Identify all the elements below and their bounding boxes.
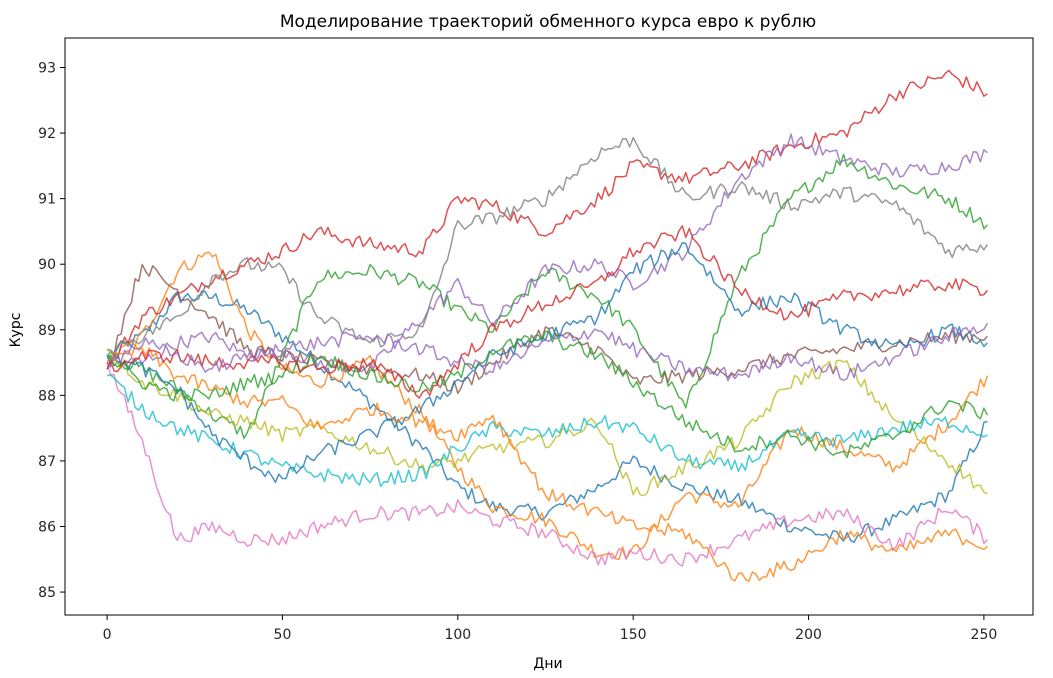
series-line-3 — [107, 153, 988, 440]
series-line-10 — [106, 374, 988, 488]
x-tick-label: 0 — [103, 627, 112, 643]
y-axis-label: Курс — [8, 313, 24, 348]
y-tick-label: 86 — [38, 519, 56, 535]
series-line-14 — [106, 225, 988, 399]
series-line-12 — [106, 344, 988, 582]
axes-layer: 0 50 100 150 200 250 85 86 87 88 89 90 91 92 93 — [38, 37, 1034, 643]
y-tick-label: 93 — [38, 61, 56, 77]
y-tick-label: 92 — [38, 126, 56, 142]
y-tick-label: 85 — [38, 585, 56, 601]
x-tick-label: 100 — [444, 627, 471, 643]
series-line-8 — [106, 136, 989, 355]
series-line-7 — [106, 362, 988, 567]
plot-frame — [64, 37, 1034, 616]
chart-title: Моделирование траекторий обменного курса… — [280, 12, 816, 32]
series-layer — [106, 69, 989, 582]
series-line-13 — [106, 330, 989, 459]
series-line-4 — [106, 69, 988, 370]
x-tick-label: 200 — [795, 627, 822, 643]
y-tick-label: 90 — [38, 257, 56, 273]
series-line-15 — [106, 322, 989, 382]
x-tick-label: 50 — [274, 627, 292, 643]
series-line-11 — [106, 241, 988, 484]
y-tick-label: 88 — [38, 388, 56, 404]
y-tick-label: 91 — [38, 192, 56, 208]
y-tick-label: 89 — [38, 323, 56, 339]
series-line-9 — [106, 348, 988, 497]
series-line-2 — [106, 251, 989, 561]
x-tick-label: 150 — [620, 627, 647, 643]
y-tick-label: 87 — [38, 454, 56, 470]
x-tick-label: 250 — [971, 627, 998, 643]
x-axis-label: Дни — [533, 656, 562, 672]
series-line-1 — [106, 290, 988, 544]
